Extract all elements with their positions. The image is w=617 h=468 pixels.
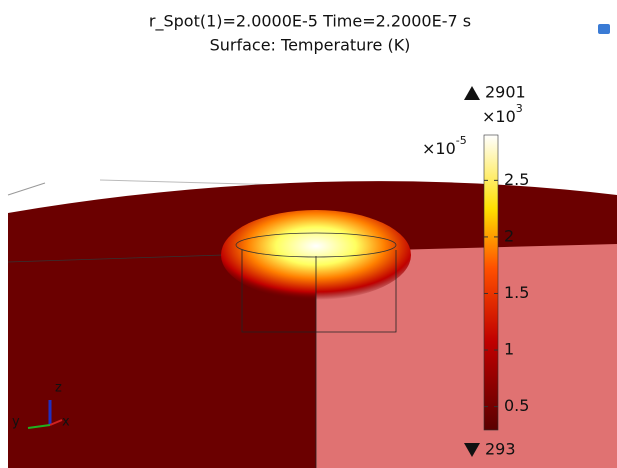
multiplier-base: ×10 bbox=[482, 107, 516, 126]
axis-scale-exp: -5 bbox=[456, 134, 467, 147]
multiplier: ×103 bbox=[482, 102, 523, 126]
y-label: y bbox=[12, 415, 20, 430]
axis-scale-base: ×10 bbox=[422, 139, 456, 158]
tick-label: 0.5 bbox=[504, 396, 529, 415]
z-label: z bbox=[55, 381, 62, 396]
tick-label: 1.5 bbox=[504, 283, 529, 302]
icon[interactable] bbox=[598, 24, 610, 34]
edge bbox=[8, 183, 45, 195]
page: r_Spot(1)=2.0000E-5 Time=2.2000E-7 s Sur… bbox=[0, 0, 617, 468]
axis-scale: ×10-5 bbox=[422, 134, 467, 158]
tick-label: 2.5 bbox=[504, 170, 529, 189]
title: r_Spot(1)=2.0000E-5 Time=2.2000E-7 s bbox=[149, 12, 471, 32]
plot: r_Spot(1)=2.0000E-5 Time=2.2000E-7 s Sur… bbox=[0, 0, 617, 468]
min-label: 293 bbox=[485, 440, 516, 459]
multiplier-exp: 3 bbox=[516, 102, 523, 115]
subtitle: Surface: Temperature (K) bbox=[210, 36, 411, 55]
max-marker bbox=[464, 86, 480, 100]
x-label: x bbox=[62, 415, 70, 430]
colorbar bbox=[484, 135, 498, 430]
tick-label: 2 bbox=[504, 226, 514, 245]
max-label: 2901 bbox=[485, 83, 526, 102]
tick-label: 1 bbox=[504, 340, 514, 359]
